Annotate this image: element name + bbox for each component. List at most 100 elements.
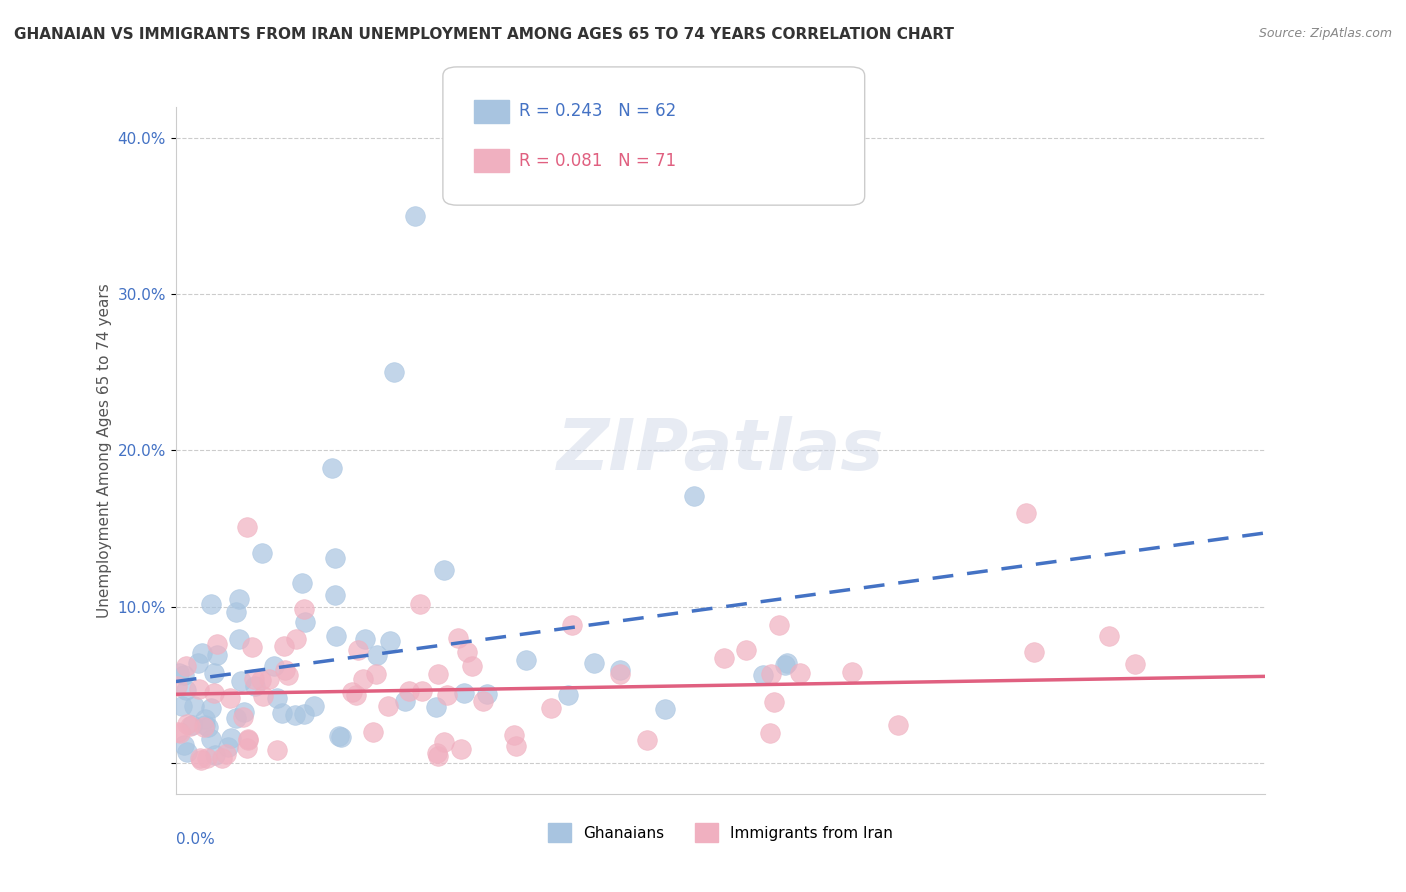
Point: [461, 659, 484, 673]
Point: [169, 726, 191, 740]
Point: [380, 633, 402, 648]
Point: [217, 739, 239, 754]
Point: [236, 741, 259, 756]
Point: [284, 632, 307, 647]
Point: [323, 588, 346, 602]
Point: [259, 672, 281, 686]
Point: [405, 209, 427, 223]
Point: [425, 699, 447, 714]
Point: [169, 666, 191, 681]
Point: [636, 732, 658, 747]
Point: [447, 631, 470, 645]
Point: [328, 729, 350, 743]
Point: [1022, 645, 1045, 659]
Point: [240, 640, 263, 655]
Point: [377, 698, 399, 713]
Point: [654, 702, 676, 716]
Point: [505, 739, 527, 754]
Point: [190, 753, 212, 767]
Point: [187, 656, 209, 670]
Point: [235, 520, 257, 534]
Point: [252, 690, 274, 704]
Point: [713, 651, 735, 665]
Point: [408, 597, 430, 611]
Point: [207, 648, 229, 662]
Point: [752, 668, 775, 682]
Point: [233, 706, 256, 720]
Point: [329, 730, 352, 744]
Point: [225, 711, 247, 725]
Point: [609, 667, 631, 681]
Point: [232, 710, 254, 724]
Point: [433, 564, 456, 578]
Point: [215, 747, 238, 761]
Point: [205, 637, 228, 651]
Point: [436, 689, 458, 703]
Point: [266, 691, 288, 706]
Point: [194, 712, 217, 726]
Point: [176, 716, 198, 731]
Point: [238, 733, 260, 747]
Point: [426, 747, 449, 761]
Point: [218, 691, 240, 706]
Point: [179, 719, 201, 733]
Legend: Ghanaians, Immigrants from Iran: Ghanaians, Immigrants from Iran: [543, 817, 898, 848]
Point: [735, 643, 758, 657]
Point: [453, 686, 475, 700]
Point: [174, 658, 197, 673]
Point: [540, 700, 562, 714]
Point: [245, 679, 267, 693]
Point: [250, 673, 273, 687]
Point: [450, 742, 472, 756]
Text: 0.0%: 0.0%: [176, 831, 215, 847]
Point: [775, 657, 797, 671]
Point: [211, 751, 233, 765]
Point: [426, 748, 449, 763]
Point: [427, 666, 450, 681]
Point: [1015, 506, 1038, 520]
Point: [1098, 629, 1121, 643]
Point: [292, 706, 315, 721]
Point: [242, 672, 264, 686]
Point: [366, 667, 388, 681]
Point: [294, 615, 316, 629]
Point: [250, 546, 273, 560]
Point: [204, 685, 226, 699]
Point: [193, 719, 215, 733]
Point: [302, 699, 325, 714]
Point: [191, 647, 214, 661]
Point: [291, 576, 314, 591]
Point: [352, 672, 374, 686]
Point: [886, 718, 908, 732]
Point: [515, 653, 537, 667]
Point: [263, 658, 285, 673]
Point: [200, 701, 222, 715]
Point: [194, 718, 217, 732]
Point: [394, 694, 416, 708]
Point: [773, 658, 796, 673]
Point: [167, 725, 190, 739]
Point: [354, 632, 377, 647]
Point: [284, 707, 307, 722]
Point: [321, 461, 343, 475]
Point: [471, 694, 494, 708]
Point: [477, 687, 499, 701]
Point: [763, 695, 786, 709]
Point: [277, 668, 299, 682]
Point: [583, 656, 606, 670]
Point: [503, 728, 526, 742]
Point: [200, 732, 222, 747]
Point: [382, 366, 405, 380]
Point: [195, 750, 218, 764]
Point: [271, 706, 294, 720]
Point: [229, 674, 252, 689]
Point: [236, 731, 259, 746]
Point: [292, 601, 315, 615]
Point: [1123, 657, 1146, 672]
Point: [190, 751, 212, 765]
Point: [183, 698, 205, 713]
Point: [176, 745, 198, 759]
Point: [228, 632, 250, 646]
Text: ZIPatlas: ZIPatlas: [557, 416, 884, 485]
Text: R = 0.243   N = 62: R = 0.243 N = 62: [519, 103, 676, 120]
